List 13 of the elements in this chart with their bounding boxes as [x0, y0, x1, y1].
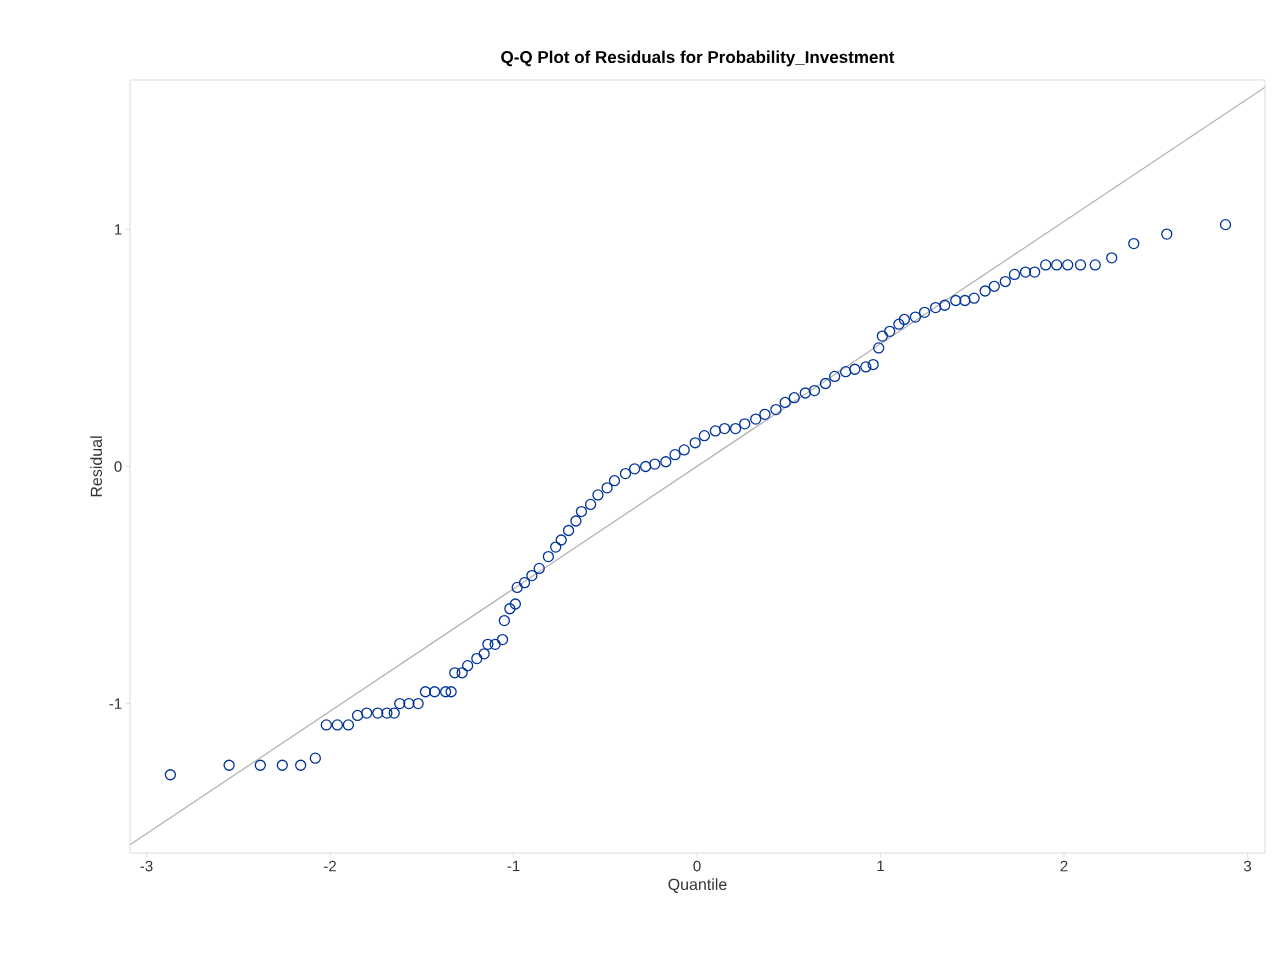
y-tick-label: 0: [114, 461, 122, 472]
y-tick-label: -1: [109, 698, 122, 709]
y-axis-title: Residual: [90, 436, 102, 497]
x-tick-label: -3: [140, 860, 153, 872]
y-tick-label: 1: [115, 224, 122, 235]
x-tick-label: 2: [1060, 860, 1068, 872]
x-axis-title: Quantile: [668, 878, 727, 893]
x-tick-label: 0: [693, 860, 701, 872]
x-tick-label: 3: [1243, 860, 1252, 872]
x-tick-label: -2: [324, 860, 336, 872]
x-tick-label: -1: [507, 860, 520, 872]
x-tick-label: 1: [877, 860, 884, 872]
chart-title: Q-Q Plot of Residuals for Probability_Investment: [501, 50, 895, 67]
